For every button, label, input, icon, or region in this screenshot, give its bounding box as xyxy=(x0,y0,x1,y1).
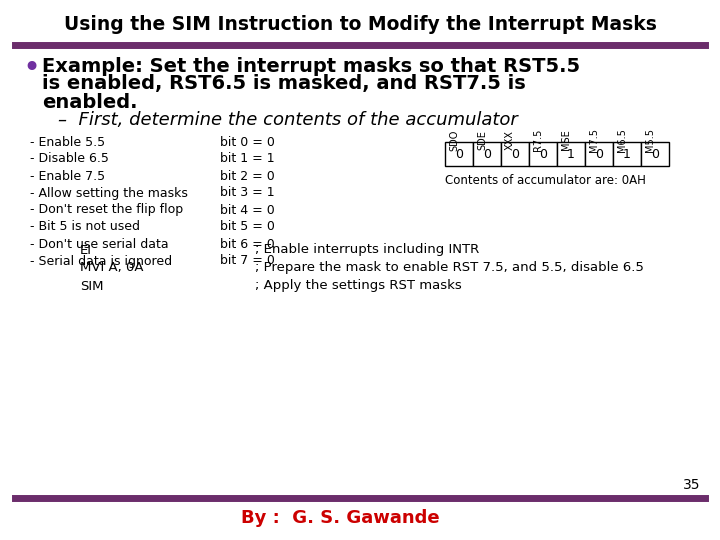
Text: ; Enable interrupts including INTR: ; Enable interrupts including INTR xyxy=(255,244,480,256)
Text: By :  G. S. Gawande: By : G. S. Gawande xyxy=(240,509,439,527)
Bar xyxy=(641,142,669,166)
Text: 0: 0 xyxy=(651,147,659,160)
Text: 1: 1 xyxy=(623,147,631,160)
Text: bit 3 = 1: bit 3 = 1 xyxy=(220,186,274,199)
Text: 0: 0 xyxy=(483,147,491,160)
Text: 1: 1 xyxy=(567,147,575,160)
Text: 35: 35 xyxy=(683,478,700,492)
Text: 0: 0 xyxy=(595,147,603,160)
Text: - Enable 5.5: - Enable 5.5 xyxy=(30,136,105,148)
Text: M5.5: M5.5 xyxy=(645,128,655,152)
Bar xyxy=(445,142,473,166)
Text: bit 6 = 0: bit 6 = 0 xyxy=(220,238,275,251)
Text: 0: 0 xyxy=(539,147,547,160)
Text: M7.5: M7.5 xyxy=(589,128,599,152)
Text: - Don't reset the flip flop: - Don't reset the flip flop xyxy=(30,204,183,217)
Bar xyxy=(613,142,641,166)
Bar xyxy=(473,142,501,166)
Bar xyxy=(585,142,613,166)
Text: M6.5: M6.5 xyxy=(617,128,627,152)
Text: - Don't use serial data: - Don't use serial data xyxy=(30,238,168,251)
Text: EI: EI xyxy=(80,244,92,256)
Text: bit 5 = 0: bit 5 = 0 xyxy=(220,220,275,233)
Text: bit 4 = 0: bit 4 = 0 xyxy=(220,204,275,217)
Text: SDE: SDE xyxy=(477,130,487,150)
Bar xyxy=(557,142,585,166)
Text: - Allow setting the masks: - Allow setting the masks xyxy=(30,186,188,199)
Text: MSE: MSE xyxy=(561,130,571,150)
Text: •: • xyxy=(22,53,40,83)
Text: bit 2 = 0: bit 2 = 0 xyxy=(220,170,275,183)
Text: R7.5: R7.5 xyxy=(533,129,543,151)
Text: 0: 0 xyxy=(511,147,519,160)
Text: enabled.: enabled. xyxy=(42,92,138,111)
Text: ; Apply the settings RST masks: ; Apply the settings RST masks xyxy=(255,280,462,293)
Text: SIM: SIM xyxy=(80,280,104,293)
Text: - Bit 5 is not used: - Bit 5 is not used xyxy=(30,220,140,233)
Bar xyxy=(501,142,529,166)
Text: is enabled, RST6.5 is masked, and RST7.5 is: is enabled, RST6.5 is masked, and RST7.5… xyxy=(42,75,526,93)
Text: 0: 0 xyxy=(455,147,463,160)
Text: Using the SIM Instruction to Modify the Interrupt Masks: Using the SIM Instruction to Modify the … xyxy=(63,16,657,35)
Text: XXX: XXX xyxy=(505,130,515,150)
Text: bit 1 = 1: bit 1 = 1 xyxy=(220,152,274,165)
Text: - Disable 6.5: - Disable 6.5 xyxy=(30,152,109,165)
Text: bit 7 = 0: bit 7 = 0 xyxy=(220,254,275,267)
Text: Contents of accumulator are: 0AH: Contents of accumulator are: 0AH xyxy=(445,174,646,187)
Text: Example: Set the interrupt masks so that RST5.5: Example: Set the interrupt masks so that… xyxy=(42,57,580,76)
Text: - Serial data is ignored: - Serial data is ignored xyxy=(30,254,172,267)
Text: MVI A, 0A: MVI A, 0A xyxy=(80,261,143,274)
Text: - Enable 7.5: - Enable 7.5 xyxy=(30,170,105,183)
Text: ; Prepare the mask to enable RST 7.5, and 5.5, disable 6.5: ; Prepare the mask to enable RST 7.5, an… xyxy=(255,261,644,274)
Text: –  First, determine the contents of the accumulator: – First, determine the contents of the a… xyxy=(58,111,518,129)
Text: bit 0 = 0: bit 0 = 0 xyxy=(220,136,275,148)
Text: SDO: SDO xyxy=(449,129,459,151)
Bar xyxy=(529,142,557,166)
